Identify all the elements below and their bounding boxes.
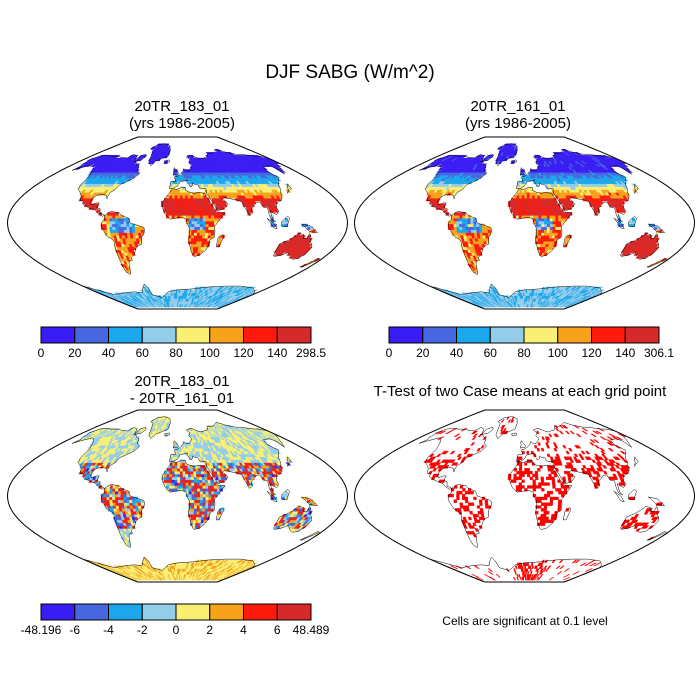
colorbar-swatch xyxy=(523,326,559,344)
colorbar-swatch xyxy=(557,326,592,344)
map-case2 xyxy=(353,136,696,310)
map-ttest xyxy=(353,409,696,583)
colorbar-swatch xyxy=(209,326,244,344)
colorbar-tick-label: 298.5 xyxy=(295,346,327,360)
colorbar-tick-label: 40 xyxy=(101,346,116,360)
colorbar-difference-labels: -48.196 -6 -4 -2 0 2 4 6 48.489 xyxy=(21,623,330,639)
colorbar-swatch xyxy=(74,326,109,344)
colorbar-swatch xyxy=(40,326,76,344)
colorbar-tick-label: 140 xyxy=(615,346,636,360)
panel-title-case2-line1: 20TR_161_01 xyxy=(470,98,566,115)
panel-title-diff-line2: - 20TR_161_01 xyxy=(129,390,235,407)
map-case1 xyxy=(6,136,349,310)
colorbar-swatch xyxy=(624,326,660,344)
colorbar-swatch xyxy=(388,326,424,344)
colorbar-swatch xyxy=(175,326,211,344)
colorbar-tick-label: -4 xyxy=(103,623,114,637)
colorbar-tick-label: 60 xyxy=(135,346,149,360)
colorbar-swatch xyxy=(422,326,457,344)
colorbar-case2 xyxy=(388,326,660,344)
colorbar-swatch xyxy=(276,326,312,344)
panel-title-ttest: T-Test of two Case means at each grid po… xyxy=(345,383,695,400)
significance-note: Cells are significant at 0.1 level xyxy=(442,614,608,628)
panel-title-case2: 20TR_161_01 (yrs 1986-2005) xyxy=(353,98,683,132)
colorbar-swatch xyxy=(141,603,177,621)
panel-title-case2-line2: (yrs 1986-2005) xyxy=(465,115,571,132)
colorbar-tick-label: 0 xyxy=(385,346,393,360)
colorbar-tick-label: 2 xyxy=(206,623,214,637)
colorbar-tick-label: 100 xyxy=(547,346,568,360)
colorbar-tick-label: 140 xyxy=(267,346,288,360)
colorbar-swatch xyxy=(108,603,143,621)
colorbar-swatch xyxy=(243,326,278,344)
colorbar-tick-label: 120 xyxy=(233,346,254,360)
colorbar-swatch xyxy=(108,326,143,344)
colorbar-tick-label: 20 xyxy=(68,346,82,360)
colorbar-swatch xyxy=(243,603,278,621)
colorbar-swatch xyxy=(209,603,244,621)
colorbar-swatch xyxy=(489,326,525,344)
figure-title: DJF SABG (W/m^2) xyxy=(265,62,435,83)
colorbar-tick-label: 306.1 xyxy=(643,346,675,360)
panel-title-case1-line2: (yrs 1986-2005) xyxy=(129,115,235,132)
colorbar-tick-label: -6 xyxy=(69,623,81,637)
colorbar-tick-label: 6 xyxy=(273,623,281,637)
panel-title-case1-line1: 20TR_183_01 xyxy=(134,98,230,115)
colorbar-swatch xyxy=(456,326,491,344)
colorbar-tick-label: -2 xyxy=(136,623,148,637)
colorbar-tick-label: 0 xyxy=(37,346,45,360)
colorbar-case1 xyxy=(40,326,312,344)
colorbar-tick-label: -48.196 xyxy=(20,623,62,637)
colorbar-tick-label: 20 xyxy=(416,346,430,360)
map-difference xyxy=(6,409,349,583)
colorbar-tick-label: 120 xyxy=(581,346,602,360)
colorbar-case1-labels: 0 20 40 60 80 100 120 140 298.5 xyxy=(37,346,326,362)
colorbar-swatch xyxy=(276,603,312,621)
panel-title-diff-line1: 20TR_183_01 xyxy=(134,373,230,390)
colorbar-difference xyxy=(40,603,312,621)
colorbar-swatch xyxy=(175,603,211,621)
colorbar-tick-label: 80 xyxy=(169,346,183,360)
colorbar-swatch xyxy=(591,326,626,344)
colorbar-swatch xyxy=(40,603,76,621)
colorbar-tick-label: 40 xyxy=(449,346,464,360)
colorbar-tick-label: 80 xyxy=(517,346,531,360)
colorbar-tick-label: 0 xyxy=(172,623,180,637)
panel-title-case1: 20TR_183_01 (yrs 1986-2005) xyxy=(17,98,347,132)
panel-title-ttest-line1: T-Test of two Case means at each grid po… xyxy=(373,383,667,400)
colorbar-tick-label: 60 xyxy=(483,346,497,360)
panel-title-diff: 20TR_183_01 - 20TR_161_01 xyxy=(17,373,347,407)
colorbar-tick-label: 100 xyxy=(199,346,220,360)
colorbar-swatch xyxy=(74,603,109,621)
colorbar-case2-labels: 0 20 40 60 80 100 120 140 306.1 xyxy=(385,346,674,362)
colorbar-tick-label: 48.489 xyxy=(292,623,330,637)
colorbar-tick-label: 4 xyxy=(240,623,247,637)
colorbar-swatch xyxy=(141,326,177,344)
